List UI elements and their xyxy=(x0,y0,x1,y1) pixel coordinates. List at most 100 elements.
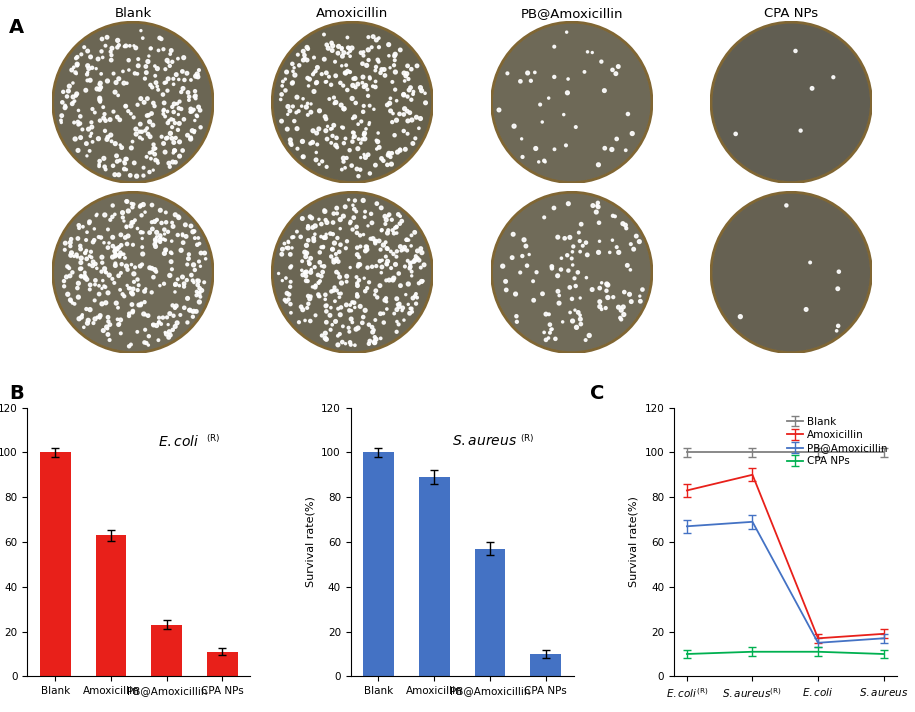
Point xyxy=(145,108,159,119)
Point xyxy=(63,241,78,252)
Point xyxy=(609,241,624,253)
Point xyxy=(285,78,299,89)
Point xyxy=(407,226,422,238)
Point xyxy=(303,293,318,305)
Point xyxy=(333,214,348,225)
Point xyxy=(331,288,346,299)
Point xyxy=(62,263,77,274)
Point xyxy=(366,325,381,336)
Point xyxy=(134,298,148,309)
Point xyxy=(185,105,199,117)
Point xyxy=(168,321,183,333)
Point xyxy=(178,74,192,85)
Point xyxy=(633,295,648,307)
Point xyxy=(328,295,342,307)
Point xyxy=(96,325,111,336)
Point xyxy=(318,76,333,88)
Point xyxy=(622,288,637,300)
Point xyxy=(183,106,198,117)
Point xyxy=(331,268,346,279)
Point xyxy=(290,143,305,155)
Point xyxy=(388,66,403,78)
Point xyxy=(408,132,423,144)
Point xyxy=(189,286,204,298)
Point xyxy=(401,298,415,310)
Point xyxy=(611,246,626,258)
Point xyxy=(279,242,294,253)
Point xyxy=(101,287,115,298)
Point xyxy=(404,63,419,75)
Point xyxy=(98,209,113,221)
Point xyxy=(108,86,123,98)
Point xyxy=(152,317,167,328)
Point xyxy=(163,48,178,60)
Point xyxy=(97,161,112,172)
Point xyxy=(339,276,354,288)
Point xyxy=(590,200,605,211)
Point xyxy=(175,229,189,240)
Point xyxy=(320,120,335,132)
Point xyxy=(319,217,334,229)
Point xyxy=(126,112,141,123)
Bar xyxy=(419,477,449,676)
Point xyxy=(559,140,574,151)
Point xyxy=(194,247,209,258)
Point xyxy=(328,140,343,151)
Point xyxy=(170,273,185,285)
Point xyxy=(170,98,185,110)
Point xyxy=(379,296,393,308)
Point xyxy=(125,239,140,251)
Point xyxy=(368,81,382,93)
Point xyxy=(136,162,151,174)
Point xyxy=(414,243,428,254)
Point xyxy=(148,236,163,247)
Point xyxy=(566,241,581,252)
Point xyxy=(307,229,322,240)
Point xyxy=(106,68,121,79)
Point xyxy=(136,308,151,320)
Point xyxy=(94,266,109,277)
Point xyxy=(125,201,140,213)
Point xyxy=(832,266,846,278)
Point xyxy=(370,198,384,209)
Point xyxy=(318,328,333,339)
Point xyxy=(377,64,392,75)
Point xyxy=(533,99,547,110)
Point xyxy=(140,93,155,104)
Point xyxy=(371,127,385,139)
Point xyxy=(120,78,135,89)
Point xyxy=(86,256,101,268)
Point xyxy=(61,85,76,97)
Point xyxy=(390,293,404,305)
Point xyxy=(312,214,327,225)
Point xyxy=(328,282,342,293)
Point xyxy=(146,143,161,155)
Point xyxy=(176,237,190,248)
Point xyxy=(174,245,188,256)
Point xyxy=(124,299,139,310)
Point xyxy=(398,70,413,82)
Point xyxy=(514,133,529,145)
Point xyxy=(307,281,322,293)
Point xyxy=(389,221,404,233)
Point xyxy=(159,312,174,323)
Text: $^{\mathsf{(R)}}$: $^{\mathsf{(R)}}$ xyxy=(520,434,534,447)
Point xyxy=(388,222,403,234)
Point xyxy=(367,103,382,115)
Point xyxy=(344,305,359,316)
Point xyxy=(300,54,315,66)
Point xyxy=(175,66,189,77)
Point xyxy=(369,333,383,345)
Point xyxy=(152,312,167,323)
Point xyxy=(307,233,321,244)
Point xyxy=(147,216,162,227)
Point xyxy=(546,202,561,214)
Point xyxy=(98,164,113,175)
Point xyxy=(353,300,368,312)
Point xyxy=(113,114,127,125)
Bar xyxy=(207,651,238,676)
Point xyxy=(164,247,178,258)
Point xyxy=(617,309,631,320)
Point xyxy=(167,286,182,298)
Point xyxy=(361,90,375,102)
